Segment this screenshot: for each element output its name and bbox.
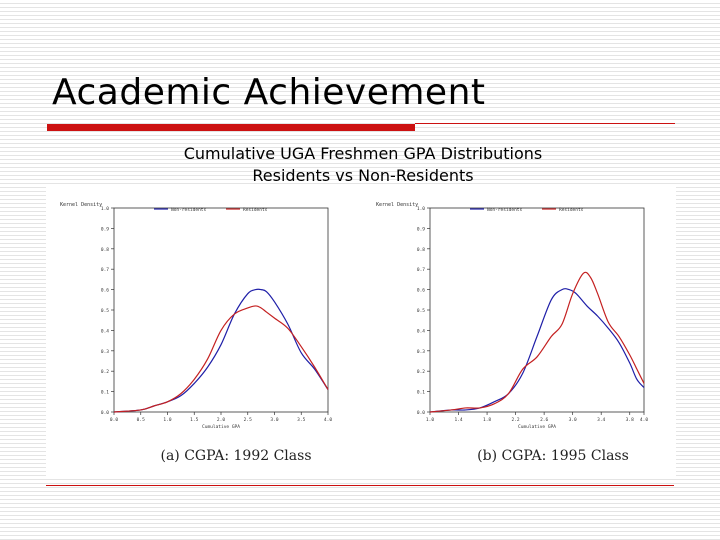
density-charts: 0.00.10.20.30.40.50.60.70.80.91.00.0 0.5 1… <box>60 202 648 464</box>
chart-1-y-tick-label: 0.6 <box>101 288 109 294</box>
chart-1-y-tick-label: 0.5 <box>101 308 109 314</box>
chart-1-series-line-non-residents <box>113 288 329 413</box>
chart-1-x-tick-label: 4.0 <box>324 417 332 423</box>
chart-1-x-tick-label: 1.5 <box>190 417 198 423</box>
chart-2-x-tick-label: 4.0 <box>640 417 648 423</box>
title-rule <box>415 123 675 124</box>
chart-1-x-tick-label: 0.5 <box>137 417 145 423</box>
chart-2-x-tick-label: 3.0 <box>569 417 577 423</box>
chart-2-x-tick-label: 2.6 <box>540 417 548 423</box>
chart-1-legend-label: Non-residents <box>171 207 207 213</box>
chart-1-y-tick-label: 0.4 <box>101 328 109 334</box>
chart-1-x-tick-label: 0.0 <box>110 417 118 423</box>
chart-1-x-tick-label: 3.5 <box>297 417 305 423</box>
chart-1-y-tick-label: 0.7 <box>101 267 109 273</box>
chart-2-x-tick-label: 1.4 <box>454 417 462 423</box>
chart-2-plot-frame <box>429 207 645 413</box>
chart-1-x-tick-label: 3.0 <box>270 417 278 423</box>
chart-2-y-tick-label: 0.2 <box>417 369 425 375</box>
chart-2-y-axis-label: Kernel Density <box>376 202 418 208</box>
chart-1-legend-label: Residents <box>243 207 268 213</box>
chart-2-x-tick-label: 3.8 <box>626 417 634 423</box>
slide-title: Academic Achievement <box>52 72 486 113</box>
figure-panel: 0.0 0.1 0.2 0.3 0.4 0.5 0.6 0.7 0.8 0.9 1.0 0.0 0.5 1… <box>46 186 676 476</box>
chart-2-y-tick-label: 0.8 <box>417 247 425 253</box>
chart-1-y-tick-label: 0.3 <box>101 349 109 355</box>
chart-2-series-line-residents <box>429 271 645 413</box>
chart-2-legend-label: Non-residents <box>487 207 523 213</box>
bottom-rule <box>46 485 674 486</box>
chart-1-y-tick-label: 0.8 <box>101 247 109 253</box>
chart-2-y-tick-label: 0.5 <box>417 308 425 314</box>
chart-2-y-tick-label: 0.7 <box>417 267 425 273</box>
chart-1-y-axis-label: Kernel Density <box>60 202 102 208</box>
chart-2-y-tick-label: 0.9 <box>417 226 425 232</box>
chart-1-y-tick-label: 0.1 <box>101 390 109 396</box>
chart-subtitle-line-1: Cumulative UGA Freshmen GPA Distribution… <box>183 144 543 163</box>
chart-2-y-tick-label: 0.4 <box>417 328 425 334</box>
chart-2-x-tick-label: 1.8 <box>483 417 491 423</box>
chart-1-x-axis-label: Cumulative GPA <box>202 424 240 430</box>
chart-subtitle-line-2: Residents vs Non-Residents <box>252 166 474 185</box>
chart-2-y-tick-label: 1.0 <box>417 206 425 212</box>
title-underline <box>47 124 415 131</box>
chart-1-series-line-residents <box>113 305 329 413</box>
chart-1-caption: (a) CGPA: 1992 Class <box>160 448 311 464</box>
chart-2-caption: (b) CGPA: 1995 Class <box>477 448 629 464</box>
chart-1-plot-frame <box>113 207 329 413</box>
chart-1-y-tick-label: 0.0 <box>101 410 109 416</box>
chart-1-y-tick-label: 0.9 <box>101 226 109 232</box>
chart-2-y-tick-label: 0.6 <box>417 288 425 294</box>
chart-2-x-tick-label: 2.2 <box>512 417 520 423</box>
chart-1-x-tick-label: 2.5 <box>244 417 252 423</box>
chart-2-x-axis-label: Cumulative GPA <box>518 424 556 430</box>
chart-2-series-line-non-residents <box>429 288 645 413</box>
chart-2-y-tick-label: 0.1 <box>417 390 425 396</box>
chart-2-y-tick-label: 0.3 <box>417 349 425 355</box>
chart-2-y-tick-label: 0.0 <box>417 410 425 416</box>
chart-1-x-tick-label: 2.0 <box>217 417 225 423</box>
chart-2-x-tick-label: 1.0 <box>426 417 434 423</box>
chart-2-legend-label: Residents <box>559 207 584 213</box>
chart-1-y-tick-label: 0.2 <box>101 369 109 375</box>
chart-2-x-tick-label: 3.4 <box>597 417 605 423</box>
chart-1-y-tick-label: 1.0 <box>101 206 109 212</box>
chart-1-x-tick-label: 1.0 <box>163 417 171 423</box>
